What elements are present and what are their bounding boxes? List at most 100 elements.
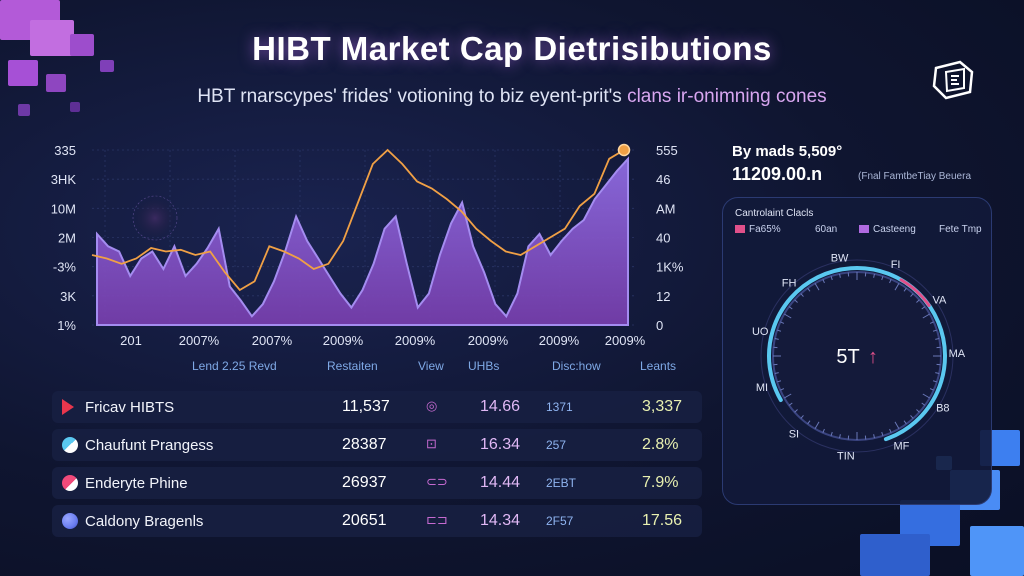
pixel-decoration-bottom-right <box>860 430 1024 576</box>
gauge-tick <box>932 329 938 332</box>
gauge-tick <box>935 338 940 340</box>
gauge-outer-ring <box>760 259 954 453</box>
left-tick-label: 3HK <box>51 172 77 187</box>
gauge-tick <box>822 428 825 433</box>
right-tick-label: 555 <box>656 143 678 158</box>
gauge-tick <box>807 420 811 425</box>
column-header: Disc:how <box>552 359 601 373</box>
gauge-label: B8 <box>936 402 949 414</box>
gauge-panel: Cantrolaint Clacls Fa65% 60an Casteeng F… <box>722 197 992 505</box>
gauge-tick <box>910 293 914 297</box>
x-tick-label: 2009% <box>468 333 509 348</box>
gauge-tick <box>780 388 785 391</box>
gauge-tick <box>929 321 934 324</box>
column-header: UHBs <box>468 359 500 373</box>
card-icon: ⊏⊐ <box>426 512 448 527</box>
left-tick-label: 3K <box>60 289 76 304</box>
gauge-tick <box>814 421 820 429</box>
left-tick-label: 2M <box>58 231 76 246</box>
row-value-1: 26937 <box>342 474 387 491</box>
legend-label: Fete Tmp <box>939 224 982 235</box>
row-value-2: 14.44 <box>480 474 521 491</box>
gauge-tick <box>881 431 884 437</box>
gauge-tick <box>916 409 920 413</box>
column-header: Restaiten <box>327 359 378 373</box>
gauge-label: MA <box>949 348 966 360</box>
legend-swatch <box>859 225 869 234</box>
column-header: View <box>418 359 444 373</box>
legend-item: Fete Tmp <box>939 224 982 235</box>
arrow-up-icon: ↑ <box>868 346 878 368</box>
gauge-tick <box>780 321 785 324</box>
radial-gauge: BW FI VA MA B8 MF TIN SI MI UO FH 5T ↑ <box>752 253 966 463</box>
gauge-label: FH <box>782 278 797 290</box>
row-value-4: 17.56 <box>642 512 683 529</box>
right-tick-label: AM <box>656 201 676 216</box>
legend-item: 60an <box>815 224 837 235</box>
gauge-tick <box>903 287 907 292</box>
x-tick-label: 2009% <box>539 333 580 348</box>
gauge-tick <box>807 287 811 292</box>
right-tick-label: 46 <box>656 172 670 187</box>
row-value-3: 2EBT <box>546 476 577 490</box>
gauge-label: UO <box>752 326 769 338</box>
row-value-2: 14.34 <box>480 512 521 529</box>
gauge-tick <box>881 275 884 281</box>
gauge-tick <box>774 338 779 340</box>
row-name: Fricav HIBTS <box>85 399 175 416</box>
x-tick-label: 2009% <box>395 333 436 348</box>
gauge-label: MI <box>756 382 768 394</box>
right-axis: 555 46 AM 40 1K% 12 0 <box>656 143 684 333</box>
gauge-tick <box>800 415 804 419</box>
gauge-accent-arc <box>899 278 931 307</box>
gauge-tick <box>839 434 841 439</box>
panel-title: Cantrolaint Clacls <box>735 208 814 219</box>
gauge-label: VA <box>932 294 947 306</box>
subtitle-part-b: clans ir-onimning cones <box>627 86 827 107</box>
legend-label: Casteeng <box>873 224 916 235</box>
gauge-label: MF <box>893 441 909 453</box>
table-row[interactable]: Caldony Bragenls 20651 ⊏⊐ 14.34 2F57 17.… <box>52 505 702 537</box>
x-tick-label: 2007% <box>252 333 293 348</box>
series-line <box>91 148 625 292</box>
gauge-tick <box>839 273 841 278</box>
left-axis: 335 3HK 10M 2M -3% 3K 1% <box>51 143 77 333</box>
gauge-tick <box>889 428 892 433</box>
gauge-tick <box>830 275 833 281</box>
x-tick-label: 2009% <box>323 333 364 348</box>
series-line-endpoint <box>617 143 631 157</box>
table-row[interactable]: Fricav HIBTS 11,537 ◎ 14.66 1371 3,337 <box>52 391 702 423</box>
tag-icon: ⊡ <box>426 436 437 451</box>
gauge-labels: BW FI VA MA B8 MF TIN SI MI UO FH <box>752 253 966 463</box>
gauge-tick <box>903 420 907 425</box>
gauge-tick <box>774 372 779 374</box>
chain-icon: ⊂⊃ <box>426 474 448 489</box>
legend-label: Fa65% <box>749 224 781 235</box>
row-value-4: 7.9% <box>642 474 679 491</box>
gauge-tick <box>776 329 782 332</box>
gauge-tick <box>800 293 804 297</box>
swirl-icon <box>62 437 78 453</box>
pink-circle-icon <box>62 475 78 491</box>
gauge-tick <box>889 279 892 284</box>
gauge-tick <box>921 402 926 406</box>
row-value-2: 14.66 <box>480 398 521 415</box>
gauge-tick <box>822 279 825 284</box>
table-row[interactable]: Chaufunt Prangess 28387 ⊡ 16.34 257 2.8% <box>52 429 702 461</box>
row-value-1: 20651 <box>342 512 387 529</box>
gauge-label: SI <box>789 429 799 441</box>
gauge-tick <box>922 313 930 319</box>
gauge-tick <box>873 273 875 278</box>
row-value-2: 16.34 <box>480 436 521 453</box>
circle-icon: ◎ <box>426 398 438 413</box>
column-header: Lend 2.25 Revd <box>192 359 277 373</box>
gauge-tick <box>776 380 782 383</box>
table-row[interactable]: Enderyte Phine 26937 ⊂⊃ 14.44 2EBT 7.9% <box>52 467 702 499</box>
row-value-3: 257 <box>546 438 567 452</box>
x-tick-label: 2007% <box>179 333 220 348</box>
table-header: Lend 2.25 Revd Restaiten View UHBs Disc:… <box>48 359 698 381</box>
gauge-tick <box>794 409 798 413</box>
x-tick-label: 2009% <box>605 333 646 348</box>
row-value-3: 1371 <box>546 400 573 414</box>
gauge-tick <box>929 388 934 391</box>
